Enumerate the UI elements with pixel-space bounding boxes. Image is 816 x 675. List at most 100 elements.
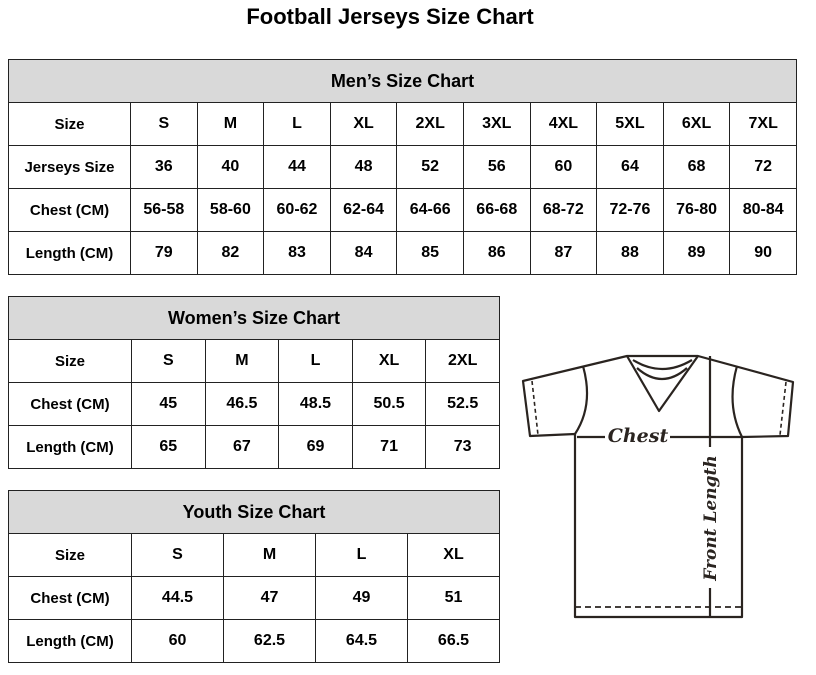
table-cell: M [196,102,265,146]
chest-label: Chest [608,425,669,447]
table-cell: 80-84 [729,188,797,232]
mens-table-row: Size S M L XL 2XL 3XL 4XL 5XL 6XL 7XL [8,102,797,146]
table-cell: 7XL [729,102,797,146]
table-cell: 69 [278,425,353,469]
youth-size-table: Youth Size Chart Size S M L XL Chest (CM) 44.5… [8,490,500,663]
row-label: Length (CM) [8,231,131,275]
table-cell: 40 [196,145,265,189]
mens-table-row: Chest (CM) 56-58 58-60 60-62 62-64 64-66 66-68… [8,188,797,232]
table-cell: 64 [596,145,664,189]
table-cell: 85 [396,231,464,275]
table-cell: 58-60 [196,188,265,232]
table-cell: 45 [131,382,206,426]
mens-size-table: Men’s Size Chart Size S M L XL 2XL 3XL 4XL 5XL 6X… [8,59,797,275]
table-cell: 50.5 [351,382,427,426]
row-label: Length (CM) [8,425,132,469]
table-cell: 3XL [462,102,531,146]
table-cell: 44 [263,145,331,189]
row-label: Chest (CM) [8,188,131,232]
table-cell: 86 [462,231,531,275]
table-cell: 66-68 [462,188,531,232]
table-cell: 46.5 [204,382,280,426]
mens-table-row: Length (CM) 79 82 83 84 85 86 87 88 89 90 [8,231,797,275]
table-cell: 64.5 [315,619,408,663]
table-cell: 52.5 [425,382,500,426]
jersey-diagram: Chest Front Length [521,354,795,619]
jersey-outline [521,354,795,619]
front-length-label: Front Length [701,455,721,581]
table-cell: 64-66 [396,188,464,232]
table-cell: 60 [131,619,224,663]
table-cell: 68 [662,145,731,189]
row-label: Length (CM) [8,619,132,663]
table-cell: M [223,533,316,577]
table-cell: 79 [130,231,198,275]
womens-table-row: Size S M L XL 2XL [8,339,500,383]
table-cell: L [278,339,353,383]
row-label: Size [8,533,132,577]
table-cell: 72-76 [596,188,664,232]
youth-table-row: Length (CM) 60 62.5 64.5 66.5 [8,619,500,663]
womens-size-table: Women’s Size Chart Size S M L XL 2XL Chest (CM… [8,296,500,469]
table-cell: 71 [351,425,427,469]
page-title: Football Jerseys Size Chart [246,4,534,29]
table-cell: 60 [529,145,598,189]
table-cell: 72 [729,145,797,189]
table-cell: S [130,102,198,146]
womens-table-row: Chest (CM) 45 46.5 48.5 50.5 52.5 [8,382,500,426]
table-cell: 5XL [596,102,664,146]
row-label: Size [8,102,131,146]
table-cell: 56-58 [130,188,198,232]
youth-table-heading: Youth Size Chart [8,490,500,534]
table-cell: 89 [662,231,731,275]
table-cell: 2XL [396,102,464,146]
table-cell: 47 [223,576,316,620]
table-cell: 56 [462,145,531,189]
table-cell: 65 [131,425,206,469]
youth-table-row: Size S M L XL [8,533,500,577]
right-sleeve-seam [731,365,743,438]
table-cell: 4XL [529,102,598,146]
table-cell: M [204,339,280,383]
table-cell: 62.5 [223,619,316,663]
row-label: Jerseys Size [8,145,131,189]
table-cell: 52 [396,145,464,189]
row-label: Chest (CM) [8,382,132,426]
table-cell: 51 [407,576,500,620]
table-cell: 88 [596,231,664,275]
table-cell: XL [351,339,427,383]
table-cell: L [315,533,408,577]
table-cell: 82 [196,231,265,275]
jersey-collar [626,355,699,413]
table-cell: XL [407,533,500,577]
table-cell: 83 [263,231,331,275]
sleeve-stitching [531,380,787,436]
mens-table-row: Jerseys Size 36 40 44 48 52 56 60 64 68 72 [8,145,797,189]
mens-table-heading: Men’s Size Chart [8,59,797,103]
table-cell: 62-64 [329,188,398,232]
table-cell: S [131,339,206,383]
table-cell: 76-80 [662,188,731,232]
table-cell: 87 [529,231,598,275]
table-cell: 48.5 [278,382,353,426]
row-label: Chest (CM) [8,576,132,620]
table-cell: 84 [329,231,398,275]
table-cell: 68-72 [529,188,598,232]
table-cell: 36 [130,145,198,189]
table-cell: 90 [729,231,797,275]
row-label: Size [8,339,132,383]
table-cell: 6XL [662,102,731,146]
table-cell: 60-62 [263,188,331,232]
table-cell: 67 [204,425,280,469]
womens-table-row: Length (CM) 65 67 69 71 73 [8,425,500,469]
table-cell: S [131,533,224,577]
table-cell: 66.5 [407,619,500,663]
table-cell: L [263,102,331,146]
table-cell: XL [329,102,398,146]
youth-table-row: Chest (CM) 44.5 47 49 51 [8,576,500,620]
womens-table-heading: Women’s Size Chart [8,296,500,340]
table-cell: 73 [425,425,500,469]
table-cell: 48 [329,145,398,189]
left-sleeve-seam [574,365,589,435]
table-cell: 49 [315,576,408,620]
